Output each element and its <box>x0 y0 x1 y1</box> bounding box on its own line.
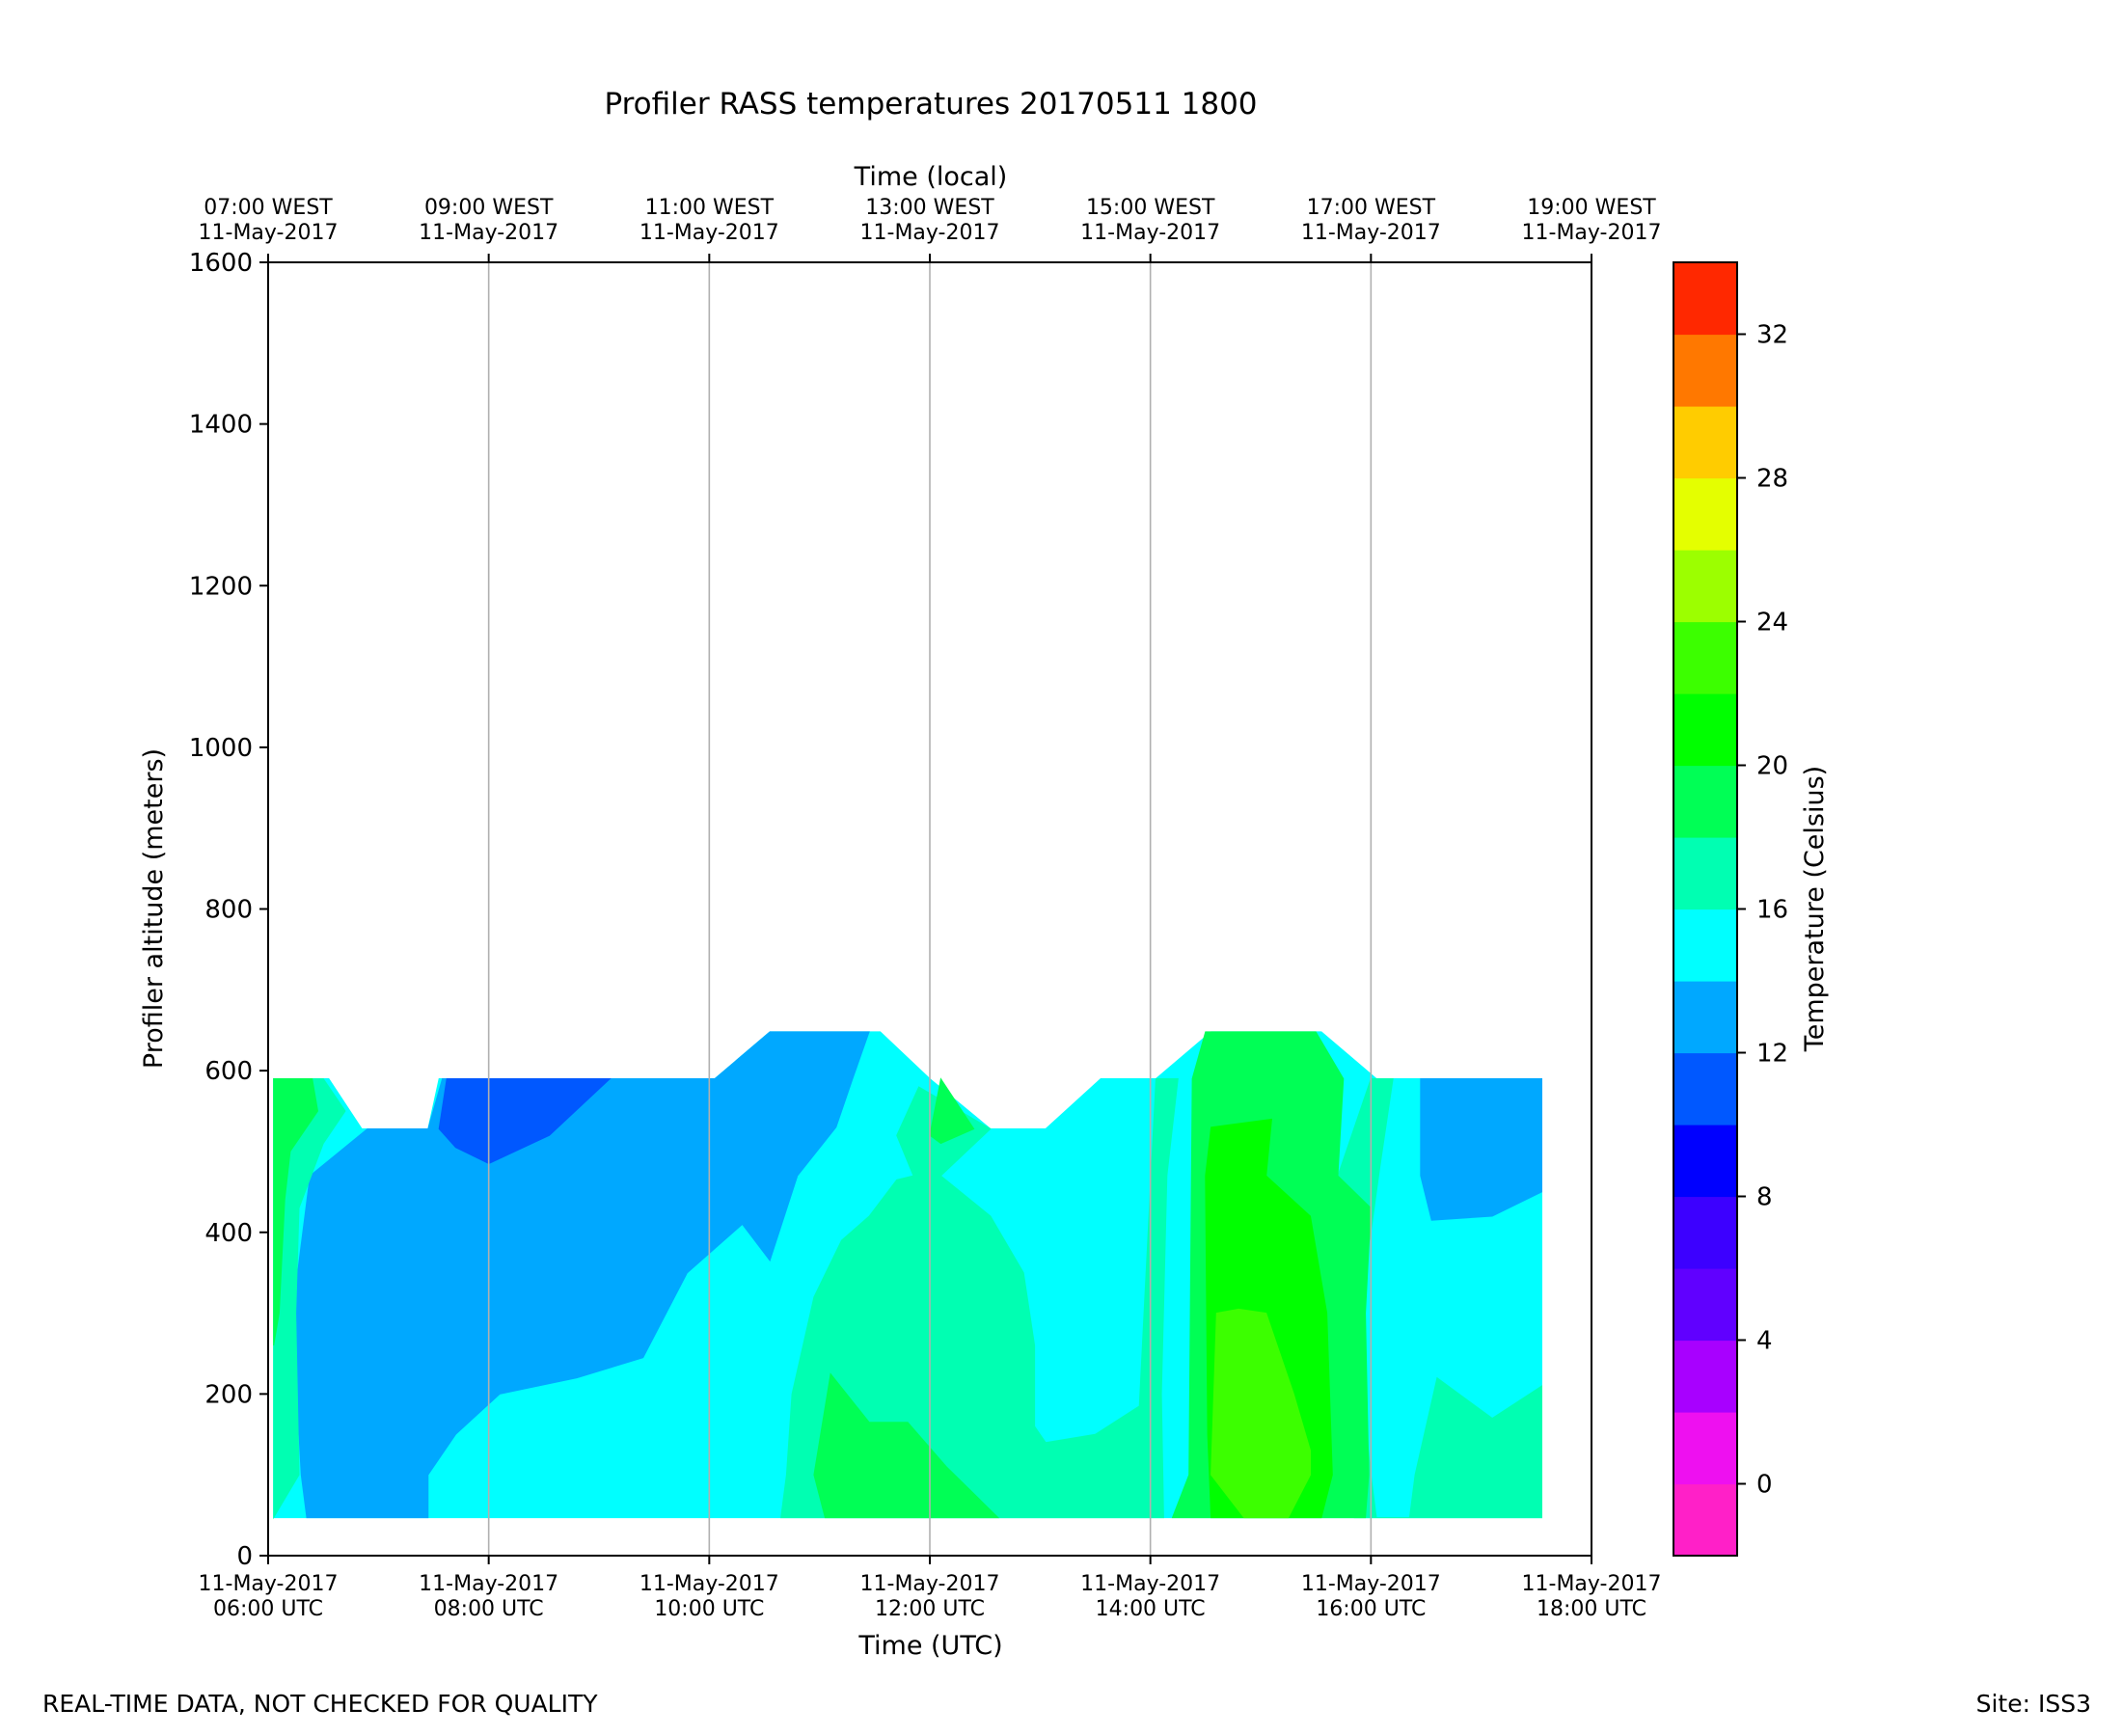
top-tick-label-time: 19:00 WEST <box>1527 196 1656 220</box>
colorbar-tick-label: 20 <box>1756 752 1788 781</box>
y-tick-label: 1200 <box>189 572 253 601</box>
y-tick-label: 1600 <box>189 249 253 278</box>
colorbar-band <box>1673 477 1737 551</box>
contour-region-12 <box>1211 1308 1311 1519</box>
x-tick-label-time: 06:00 UTC <box>213 1597 323 1621</box>
colorbar-band <box>1673 334 1737 407</box>
contour-region-8 <box>813 1372 1000 1519</box>
colorbar-band <box>1673 837 1737 910</box>
colorbar-band <box>1673 1052 1737 1126</box>
colorbar-tick-label: 4 <box>1756 1327 1773 1356</box>
colorbar-band <box>1673 1196 1737 1269</box>
y-tick-label: 600 <box>204 1057 253 1086</box>
colorbar: 0 4 8 12 16 20 24 28 32 <box>1673 261 1788 1557</box>
x-tick-label-time: 14:00 UTC <box>1096 1597 1206 1621</box>
x-tick-label-date: 11-May-2017 <box>199 1572 339 1596</box>
plot-area <box>273 1031 1542 1520</box>
colorbar-band <box>1673 1340 1737 1413</box>
grid-lines <box>487 262 1373 1556</box>
colorbar-label: Temperature (Celsius) <box>1800 766 1830 1052</box>
colorbar-band <box>1673 693 1737 767</box>
top-tick-label-time: 17:00 WEST <box>1307 196 1436 220</box>
top-tick-label-date: 11-May-2017 <box>199 221 339 245</box>
colorbar-band <box>1673 262 1737 336</box>
top-tick-label-time: 15:00 WEST <box>1086 196 1215 220</box>
axes: 0 200 400 600 800 1000 1200 1400 1600 11-May-2017… <box>189 196 1662 1621</box>
y-tick-label: 0 <box>236 1542 253 1571</box>
contour-region-5 <box>780 1078 1179 1519</box>
colorbar-tick-label: 16 <box>1756 896 1788 925</box>
top-tick-label-time: 11:00 WEST <box>645 196 775 220</box>
top-axis-label: Time (local) <box>854 162 1008 192</box>
x-tick-label-time: 12:00 UTC <box>875 1597 985 1621</box>
y-tick-label: 1000 <box>189 734 253 763</box>
contour-region-9 <box>929 1077 975 1145</box>
x-axis-label: Time (UTC) <box>857 1631 1002 1661</box>
y-tick-label: 800 <box>204 896 253 925</box>
colorbar-band <box>1673 1125 1737 1198</box>
x-tick-label-date: 11-May-2017 <box>860 1572 1000 1596</box>
top-tick-label-date: 11-May-2017 <box>1522 221 1662 245</box>
colorbar-tick-label: 28 <box>1756 465 1788 494</box>
colorbar-band <box>1673 406 1737 479</box>
x-tick-label-time: 10:00 UTC <box>654 1597 764 1621</box>
colorbar-band <box>1673 981 1737 1054</box>
colorbar-band <box>1673 1483 1737 1557</box>
contour-region-1 <box>291 1031 870 1519</box>
colorbar-tick-label: 8 <box>1756 1183 1773 1212</box>
x-tick-label-time: 16:00 UTC <box>1316 1597 1426 1621</box>
colorbar-band <box>1673 550 1737 623</box>
x-tick-label-time: 18:00 UTC <box>1537 1597 1646 1621</box>
x-tick-label-date: 11-May-2017 <box>1301 1572 1441 1596</box>
colorbar-band <box>1673 765 1737 838</box>
chart-title: Profiler RASS temperatures 20170511 1800 <box>604 87 1257 122</box>
colorbar-band <box>1673 909 1737 982</box>
site-label: Site: ISS3 <box>1976 1690 2091 1718</box>
x-tick-label-date: 11-May-2017 <box>1522 1572 1662 1596</box>
colorbar-tick-label: 12 <box>1756 1040 1788 1069</box>
x-tick-label-time: 08:00 UTC <box>434 1597 544 1621</box>
y-tick-label: 200 <box>204 1380 253 1409</box>
colorbar-band <box>1673 1268 1737 1342</box>
y-tick-label: 1400 <box>189 411 253 440</box>
y-tick-label: 400 <box>204 1219 253 1248</box>
colorbar-tick-label: 0 <box>1756 1471 1773 1500</box>
y-axis-label: Profiler altitude (meters) <box>139 748 169 1069</box>
top-tick-label-date: 11-May-2017 <box>1080 221 1220 245</box>
x-tick-label-date: 11-May-2017 <box>1080 1572 1220 1596</box>
top-tick-label-date: 11-May-2017 <box>860 221 1000 245</box>
x-tick-label-date: 11-May-2017 <box>639 1572 779 1596</box>
contour-region-2 <box>1420 1078 1542 1221</box>
contour-region-3 <box>438 1078 612 1165</box>
colorbar-tick-label: 24 <box>1756 609 1788 637</box>
colorbar-band <box>1673 621 1737 694</box>
top-tick-label-time: 13:00 WEST <box>865 196 994 220</box>
top-tick-label-date: 11-May-2017 <box>419 221 558 245</box>
contour-region-7 <box>273 1078 319 1346</box>
x-tick-label-date: 11-May-2017 <box>419 1572 558 1596</box>
top-tick-label-date: 11-May-2017 <box>1301 221 1441 245</box>
quality-disclaimer: REAL-TIME DATA, NOT CHECKED FOR QUALITY <box>42 1690 598 1718</box>
colorbar-band <box>1673 1412 1737 1485</box>
top-tick-label-time: 09:00 WEST <box>424 196 554 220</box>
colorbar-tick-label: 32 <box>1756 321 1788 350</box>
top-tick-label-date: 11-May-2017 <box>639 221 779 245</box>
top-tick-label-time: 07:00 WEST <box>204 196 333 220</box>
